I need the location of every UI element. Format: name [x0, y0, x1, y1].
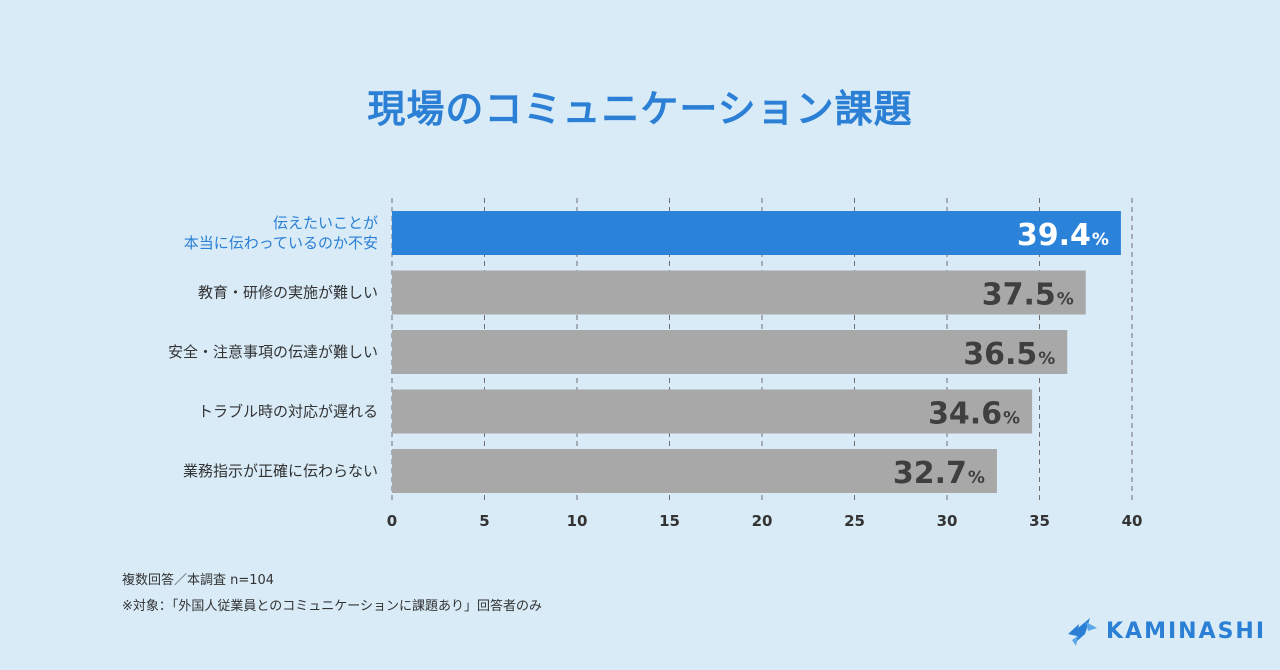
value-label: 37.5	[982, 278, 1056, 313]
x-tick-label: 10	[567, 512, 588, 530]
bar	[392, 211, 1121, 255]
category-label: 伝えたいことが	[273, 214, 378, 232]
value-unit: %	[1092, 230, 1109, 250]
footnote-sample: 複数回答／本調査 n=104	[122, 573, 275, 588]
value-unit: %	[1038, 349, 1055, 369]
category-label: 教育・研修の実施が難しい	[198, 284, 378, 302]
value-unit: %	[1003, 409, 1020, 429]
category-label: 安全・注意事項の伝達が難しい	[168, 343, 378, 361]
category-label: 業務指示が正確に伝わらない	[183, 462, 378, 480]
category-label: 本当に伝わっているのか不安	[184, 234, 378, 252]
bar	[392, 449, 997, 493]
bar	[392, 330, 1068, 374]
chart-title: 現場のコミュニケーション課題	[367, 87, 913, 131]
logo-text: KAMINASHI	[1106, 618, 1267, 644]
kaminashi-bird-icon	[1068, 618, 1097, 646]
x-tick-label: 20	[752, 512, 773, 530]
value-label: 39.4	[1017, 218, 1091, 253]
bar	[392, 270, 1086, 315]
x-tick-label: 0	[387, 512, 397, 530]
value-unit: %	[968, 468, 985, 488]
value-label: 36.5	[963, 337, 1037, 372]
value-label: 32.7	[893, 456, 967, 491]
kaminashi-logo: KAMINASHI	[1066, 613, 1266, 649]
x-tick-label: 15	[659, 512, 680, 530]
x-tick-label: 35	[1029, 512, 1050, 530]
x-tick-label: 40	[1122, 512, 1143, 530]
category-label: トラブル時の対応が遅れる	[198, 403, 378, 421]
value-unit: %	[1057, 290, 1074, 310]
value-label: 34.6	[928, 397, 1002, 432]
footnote-target: ※対象：「外国人従業員とのコミュニケーションに課題あり」回答者のみ	[122, 599, 543, 614]
x-tick-label: 25	[844, 512, 865, 530]
x-tick-label: 5	[479, 512, 489, 530]
x-tick-label: 30	[937, 512, 958, 530]
bar	[392, 389, 1033, 434]
